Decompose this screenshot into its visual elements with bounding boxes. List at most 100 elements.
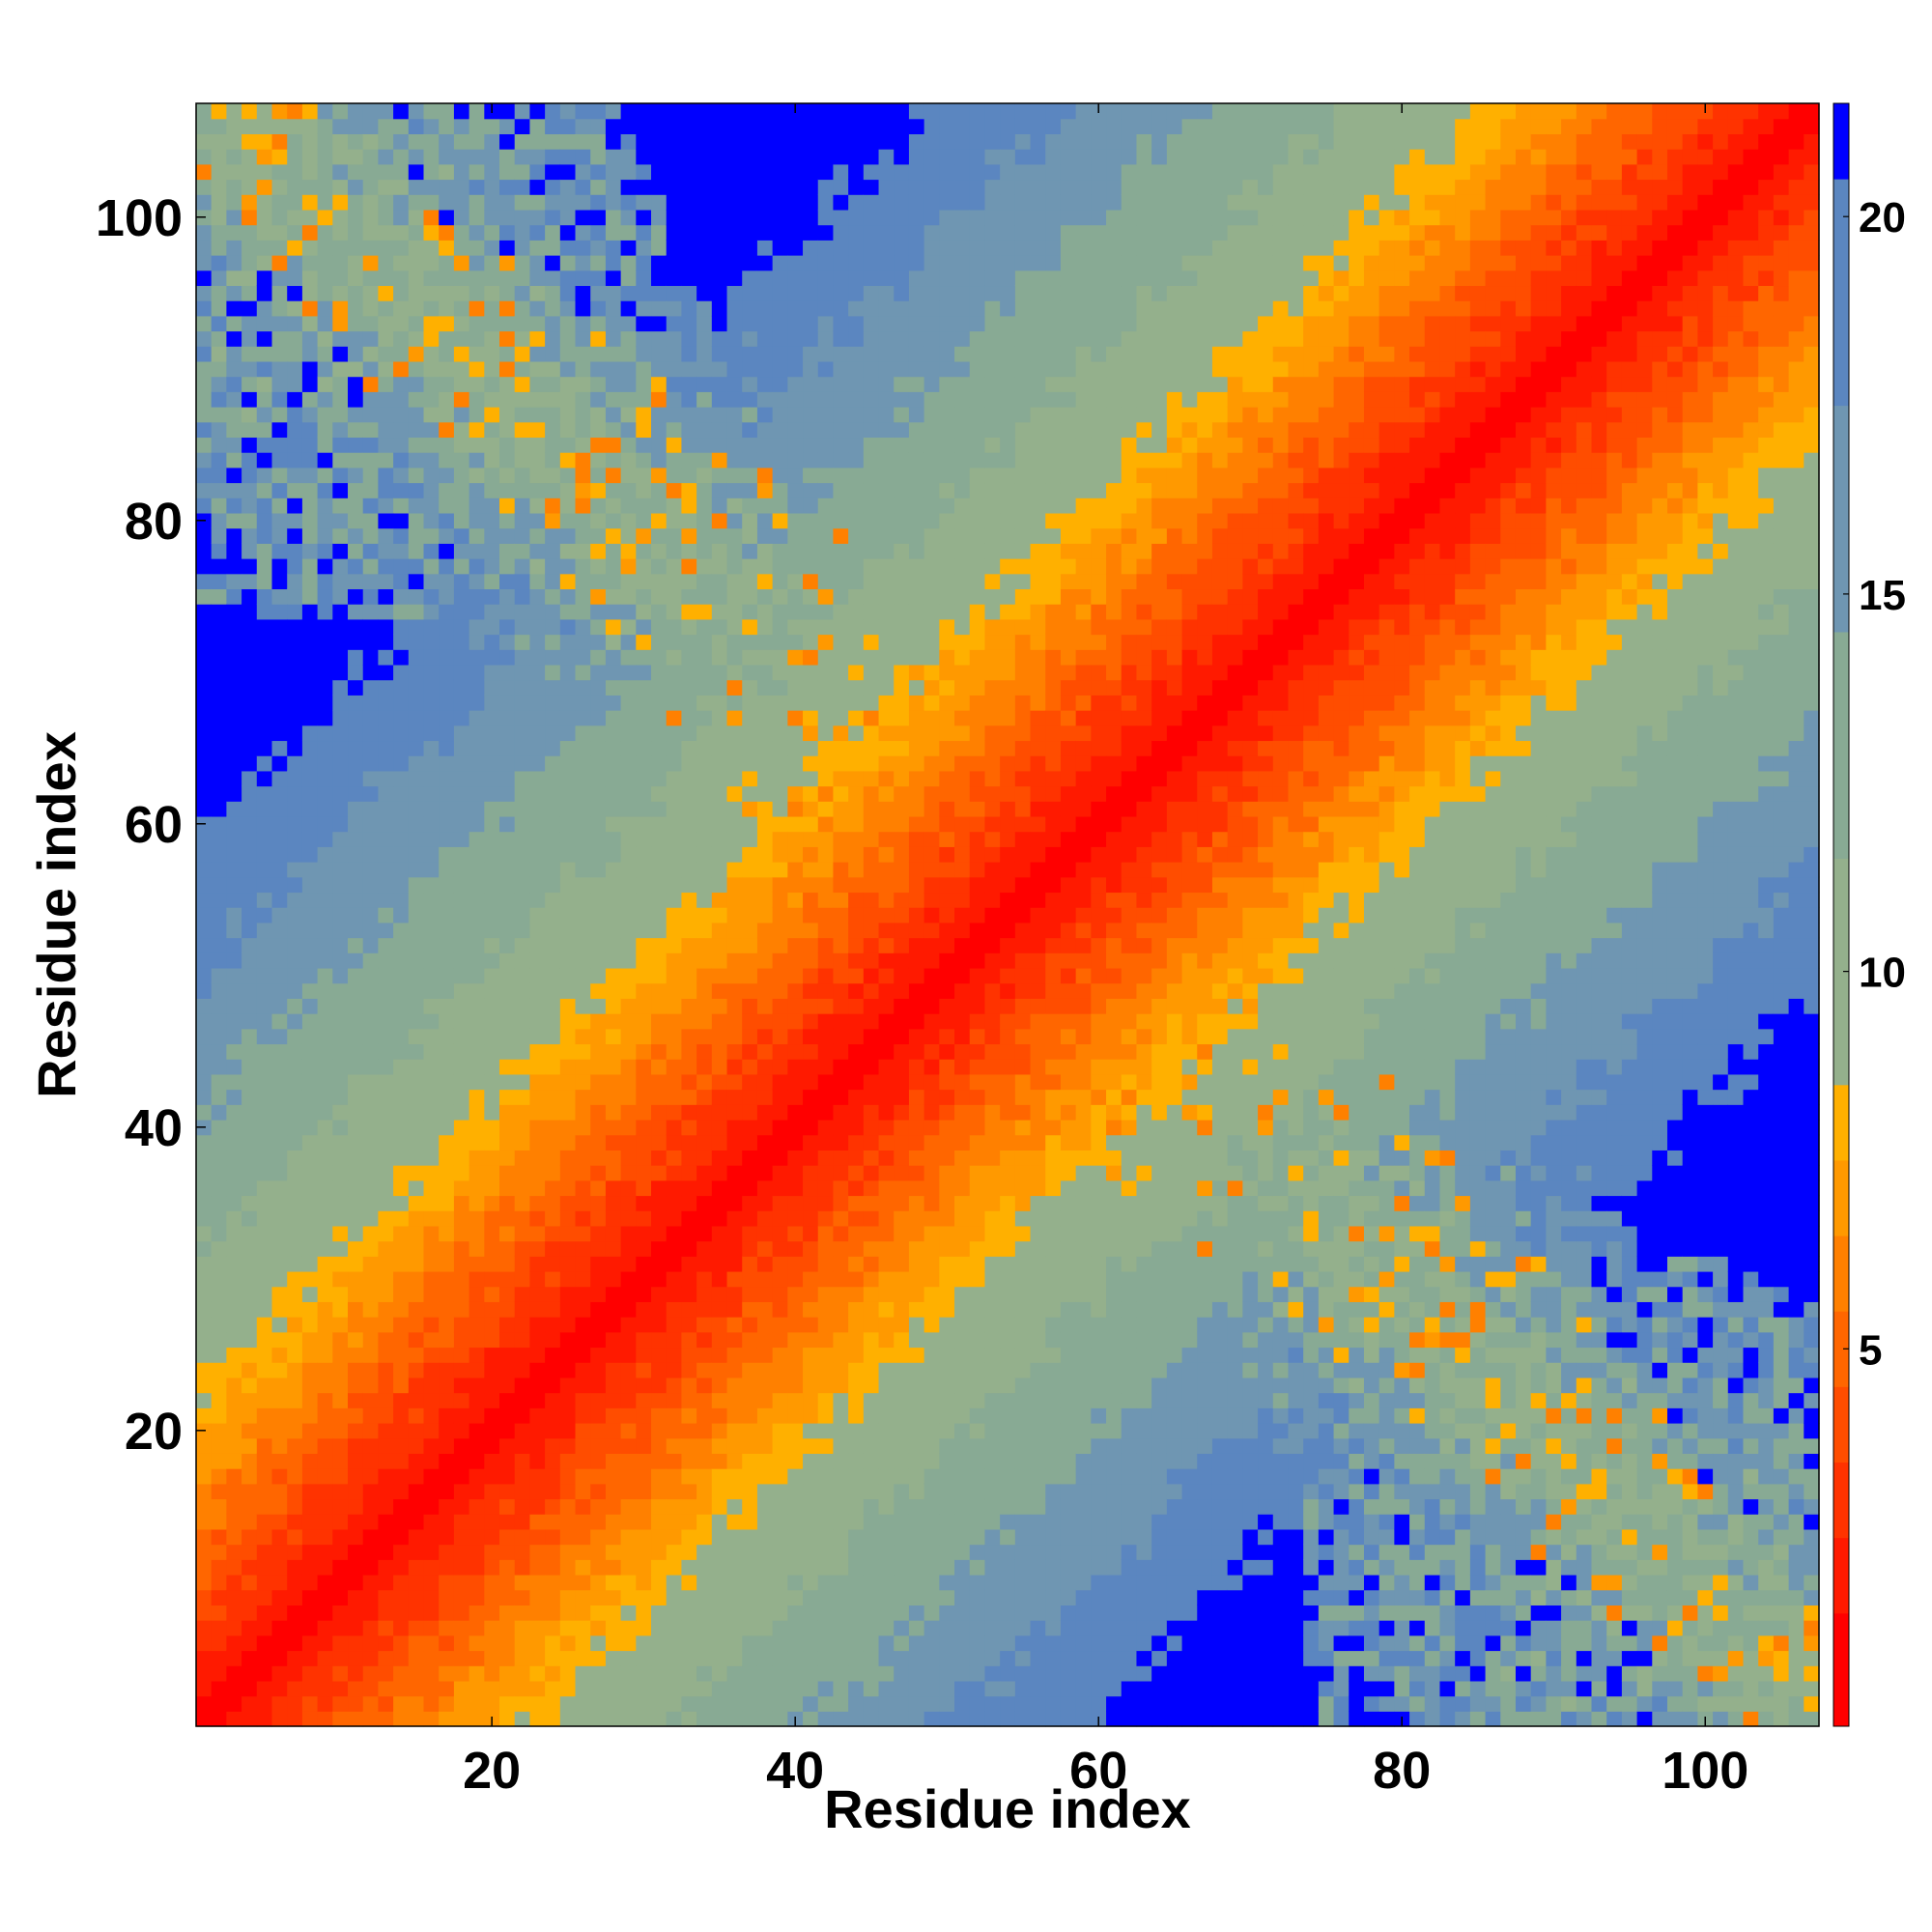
heatmap-cell [848, 1104, 865, 1121]
heatmap-cell [332, 407, 349, 423]
heatmap-cell [317, 1620, 333, 1636]
heatmap-cell [545, 482, 561, 498]
heatmap-cell [393, 407, 410, 423]
heatmap-cell [211, 118, 227, 134]
heatmap-cell [681, 1680, 697, 1697]
heatmap-cell [878, 1498, 895, 1515]
heatmap-cell [514, 634, 531, 650]
heatmap-cell [529, 1665, 546, 1682]
heatmap-cell [242, 1589, 258, 1605]
heatmap-cell [756, 604, 774, 620]
heatmap-cell [803, 649, 819, 666]
heatmap-cell [772, 1680, 788, 1697]
heatmap-cell [242, 1089, 258, 1105]
heatmap-cell [590, 543, 607, 559]
heatmap-cell [271, 1665, 288, 1682]
heatmap-cell [256, 512, 273, 529]
heatmap-cell [332, 330, 349, 347]
heatmap-cell [484, 255, 500, 271]
heatmap-cell [848, 922, 865, 939]
heatmap-cell [651, 1605, 668, 1621]
heatmap-cell [362, 1437, 380, 1454]
heatmap-cell [620, 194, 637, 211]
heatmap-cell [772, 1634, 788, 1652]
heatmap-cell [301, 998, 319, 1014]
heatmap-cell [590, 1574, 607, 1591]
heatmap-cell [378, 1225, 394, 1242]
heatmap-cell [226, 1043, 242, 1060]
heatmap-cell [559, 421, 577, 439]
heatmap-cell [545, 1089, 561, 1105]
heatmap-cell [848, 1665, 865, 1682]
heatmap-cell [803, 482, 819, 498]
heatmap-cell [301, 194, 319, 211]
heatmap-cell [499, 1225, 516, 1242]
heatmap-cell [711, 1286, 728, 1302]
heatmap-cell [756, 1680, 774, 1697]
heatmap-cell [226, 1437, 242, 1454]
heatmap-cell [256, 1362, 273, 1378]
heatmap-cell [196, 1498, 213, 1515]
heatmap-cell [545, 1073, 561, 1091]
heatmap-cell [696, 1437, 713, 1454]
heatmap-cell [408, 1150, 425, 1166]
heatmap-cell [711, 346, 728, 362]
heatmap-cell [590, 1043, 607, 1060]
heatmap-cell [756, 1210, 774, 1227]
heatmap-cell [514, 1392, 531, 1408]
heatmap-cell [666, 482, 683, 498]
heatmap-cell [726, 255, 743, 271]
heatmap-cell [575, 1195, 591, 1211]
heatmap-cell [423, 285, 440, 301]
heatmap-cell [817, 1483, 835, 1500]
heatmap-cell [453, 437, 470, 453]
heatmap-cell [894, 755, 910, 772]
heatmap-cell [242, 846, 258, 863]
heatmap-cell [453, 179, 470, 195]
heatmap-cell [848, 1210, 865, 1227]
heatmap-cell [393, 815, 410, 833]
heatmap-cell [590, 710, 607, 726]
heatmap-cell [711, 1711, 728, 1727]
heatmap-cell [620, 1620, 637, 1636]
heatmap-cell [287, 407, 303, 423]
heatmap-cell [301, 391, 319, 408]
heatmap-cell [271, 1528, 288, 1546]
heatmap-cell [726, 1240, 743, 1257]
heatmap-cell [605, 103, 622, 120]
heatmap-cell [787, 1680, 804, 1697]
heatmap-cell [393, 1514, 410, 1530]
heatmap-cell [484, 1422, 500, 1439]
heatmap-cell [636, 1559, 652, 1576]
heatmap-cell [696, 1605, 713, 1621]
heatmap-cell [529, 315, 546, 332]
heatmap-cell [833, 346, 849, 362]
heatmap-cell [894, 937, 910, 953]
heatmap-cell [484, 770, 500, 787]
heatmap-cell [620, 315, 637, 332]
heatmap-cell [726, 876, 743, 894]
heatmap-cell [529, 149, 546, 165]
heatmap-cell [878, 1634, 895, 1652]
heatmap-cell [742, 1317, 758, 1333]
heatmap-cell [817, 1150, 835, 1166]
heatmap-cell [605, 724, 622, 742]
heatmap-cell [499, 391, 516, 408]
heatmap-cell [545, 1150, 561, 1166]
heatmap-cell [863, 649, 880, 666]
heatmap-cell [529, 543, 546, 559]
heatmap-cell [545, 133, 561, 150]
heatmap-cell [256, 558, 273, 575]
heatmap-cell [636, 376, 652, 392]
heatmap-cell [620, 1317, 637, 1333]
heatmap-cell [711, 240, 728, 256]
heatmap-cell [287, 922, 303, 939]
heatmap-cell [878, 543, 895, 559]
heatmap-cell [529, 649, 546, 666]
heatmap-cell [787, 300, 804, 317]
heatmap-cell [378, 937, 394, 953]
heatmap-cell [453, 1680, 470, 1697]
heatmap-cell [242, 1317, 258, 1333]
heatmap-cell [453, 1362, 470, 1378]
heatmap-cell [317, 1544, 333, 1560]
